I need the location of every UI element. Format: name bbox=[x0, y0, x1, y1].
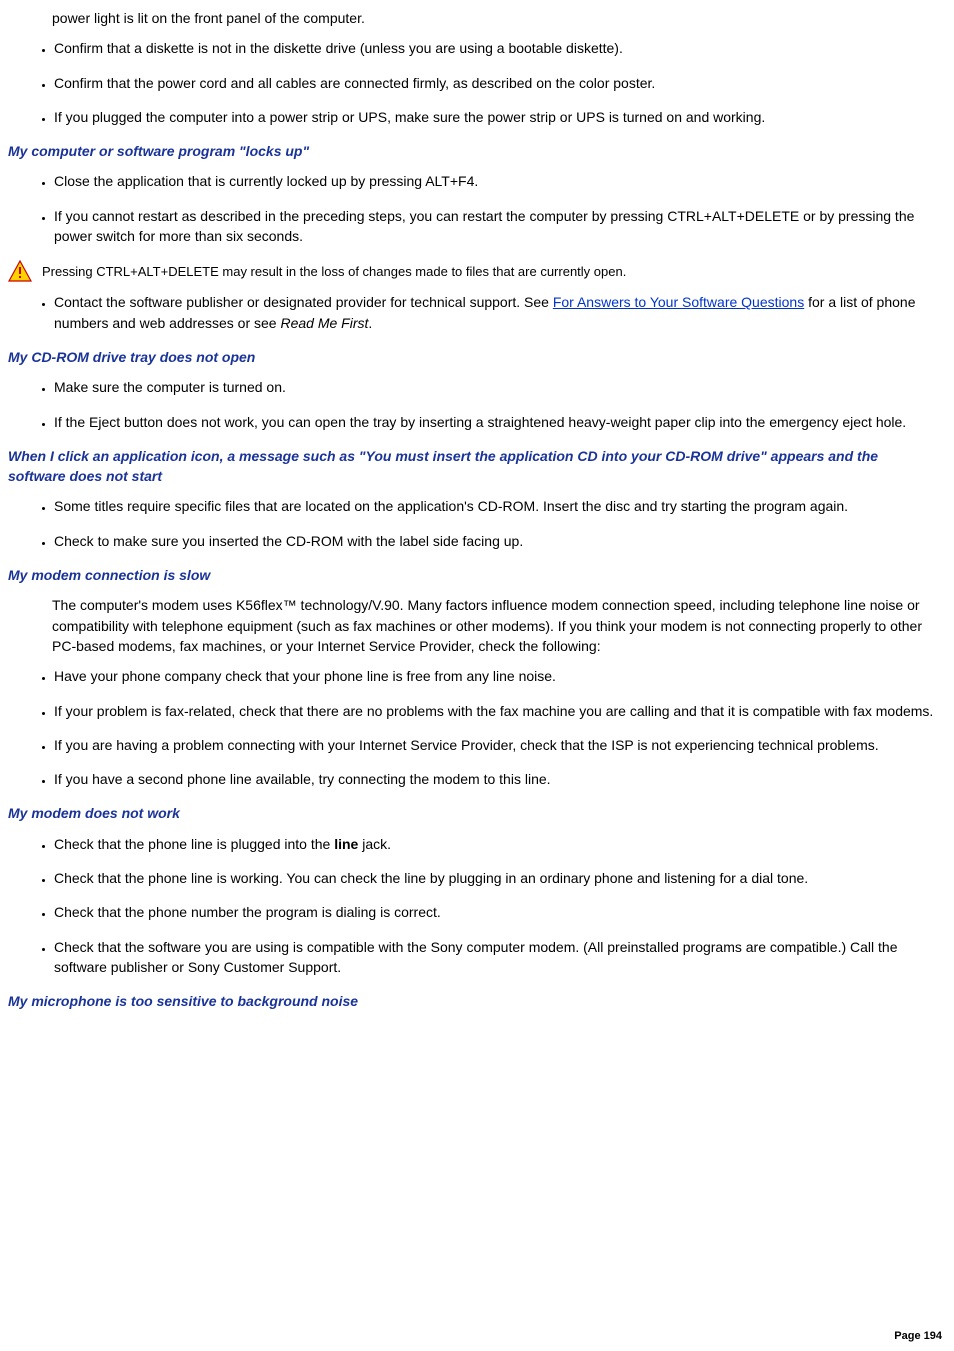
text-fragment: Check that the phone line is plugged int… bbox=[54, 836, 334, 852]
section3-list: Some titles require specific files that … bbox=[8, 496, 938, 551]
warning-text: Pressing CTRL+ALT+DELETE may result in t… bbox=[42, 260, 626, 282]
list-item: Check that the phone number the program … bbox=[54, 902, 938, 922]
list-item: If you plugged the computer into a power… bbox=[54, 107, 938, 127]
list-item: Have your phone company check that your … bbox=[54, 666, 938, 686]
list-item: Close the application that is currently … bbox=[54, 171, 938, 191]
heading-insert-cd-message: When I click an application icon, a mess… bbox=[8, 446, 938, 487]
section5-list: Check that the phone line is plugged int… bbox=[8, 834, 938, 977]
list-item: Make sure the computer is turned on. bbox=[54, 377, 938, 397]
section0-list: Confirm that a diskette is not in the di… bbox=[8, 38, 938, 127]
list-item: If your problem is fax-related, check th… bbox=[54, 701, 938, 721]
section4-list: Have your phone company check that your … bbox=[8, 666, 938, 789]
text-fragment: . bbox=[368, 315, 372, 331]
text-fragment: Contact the software publisher or design… bbox=[54, 294, 553, 310]
bold-line-jack: line bbox=[334, 836, 358, 852]
link-for-answers[interactable]: For Answers to Your Software Questions bbox=[553, 294, 804, 310]
heading-locks-up: My computer or software program "locks u… bbox=[8, 141, 938, 161]
heading-cdrom-tray: My CD-ROM drive tray does not open bbox=[8, 347, 938, 367]
emphasis-read-me-first: Read Me First bbox=[280, 315, 368, 331]
list-item: Check that the phone line is working. Yo… bbox=[54, 868, 938, 888]
section2-list: Make sure the computer is turned on. If … bbox=[8, 377, 938, 432]
list-item: Check that the phone line is plugged int… bbox=[54, 834, 938, 854]
warning-row: Pressing CTRL+ALT+DELETE may result in t… bbox=[8, 260, 938, 282]
page-number: Page 194 bbox=[894, 1329, 942, 1345]
warning-icon bbox=[8, 260, 32, 282]
heading-microphone-sensitive: My microphone is too sensitive to backgr… bbox=[8, 991, 938, 1011]
heading-modem-not-work: My modem does not work bbox=[8, 803, 938, 823]
list-item: Confirm that the power cord and all cabl… bbox=[54, 73, 938, 93]
list-item: Some titles require specific files that … bbox=[54, 496, 938, 516]
list-item: If the Eject button does not work, you c… bbox=[54, 412, 938, 432]
section1-list-a: Close the application that is currently … bbox=[8, 171, 938, 246]
heading-modem-slow: My modem connection is slow bbox=[8, 565, 938, 585]
list-item: If you cannot restart as described in th… bbox=[54, 206, 938, 247]
orphan-continuation-line: power light is lit on the front panel of… bbox=[52, 8, 938, 28]
section1-list-b: Contact the software publisher or design… bbox=[8, 292, 938, 333]
list-item: Confirm that a diskette is not in the di… bbox=[54, 38, 938, 58]
list-item: Contact the software publisher or design… bbox=[54, 292, 938, 333]
list-item: If you have a second phone line availabl… bbox=[54, 769, 938, 789]
list-item: Check that the software you are using is… bbox=[54, 937, 938, 978]
section4-intro: The computer's modem uses K56flex™ techn… bbox=[52, 595, 938, 656]
list-item: Check to make sure you inserted the CD-R… bbox=[54, 531, 938, 551]
text-fragment: jack. bbox=[358, 836, 391, 852]
list-item: If you are having a problem connecting w… bbox=[54, 735, 938, 755]
